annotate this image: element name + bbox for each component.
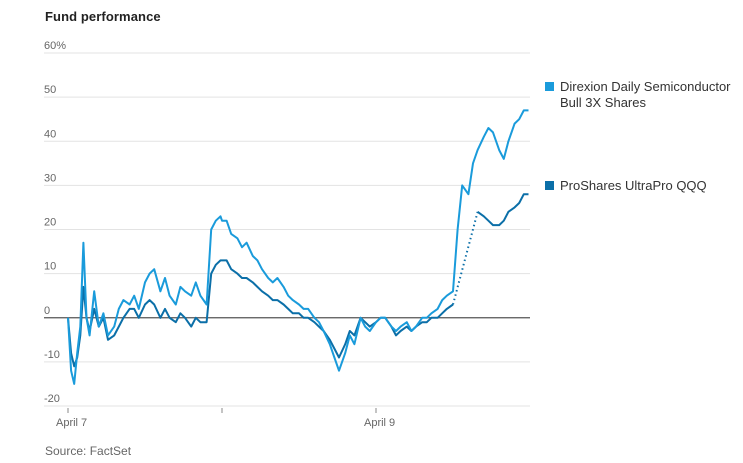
y-tick-label: 10 bbox=[44, 261, 56, 273]
legend-item-tqqq: ProShares UltraPro QQQ bbox=[545, 178, 707, 193]
legend-label: Direxion Daily Semiconductor Bull 3X Shar… bbox=[560, 79, 731, 110]
series-layer bbox=[67, 109, 529, 385]
grid-layer bbox=[44, 52, 530, 407]
line-soxl bbox=[67, 109, 529, 385]
chart-title: Fund performance bbox=[45, 9, 161, 24]
legend-swatch bbox=[545, 82, 554, 91]
source-note: Source: FactSet bbox=[45, 444, 132, 458]
legend: Direxion Daily Semiconductor Bull 3X Shar… bbox=[545, 79, 731, 193]
y-tick-label: 0 bbox=[44, 305, 50, 317]
y-tick-label: 60% bbox=[44, 40, 66, 52]
line-tqqq-gap bbox=[452, 211, 479, 305]
series-soxl bbox=[67, 109, 529, 385]
legend-label: ProShares UltraPro QQQ bbox=[560, 178, 707, 193]
axis-layer: 60% 50 40 30 20 10 0 -10 -20 April 7 April 9 bbox=[44, 40, 395, 429]
y-tick-label: -10 bbox=[44, 349, 60, 361]
line-tqqq-part2 bbox=[477, 193, 529, 227]
legend-item-soxl: Direxion Daily Semiconductor Bull 3X Shar… bbox=[545, 79, 731, 110]
x-tick-label: April 9 bbox=[364, 417, 395, 429]
y-tick-label: 30 bbox=[44, 172, 56, 184]
legend-swatch bbox=[545, 181, 554, 190]
y-tick-label: 20 bbox=[44, 217, 56, 229]
x-tick-label: April 7 bbox=[56, 417, 87, 429]
line-tqqq-part1 bbox=[67, 259, 454, 368]
y-tick-label: -20 bbox=[44, 393, 60, 405]
y-tick-label: 50 bbox=[44, 84, 56, 96]
y-tick-label: 40 bbox=[44, 128, 56, 140]
